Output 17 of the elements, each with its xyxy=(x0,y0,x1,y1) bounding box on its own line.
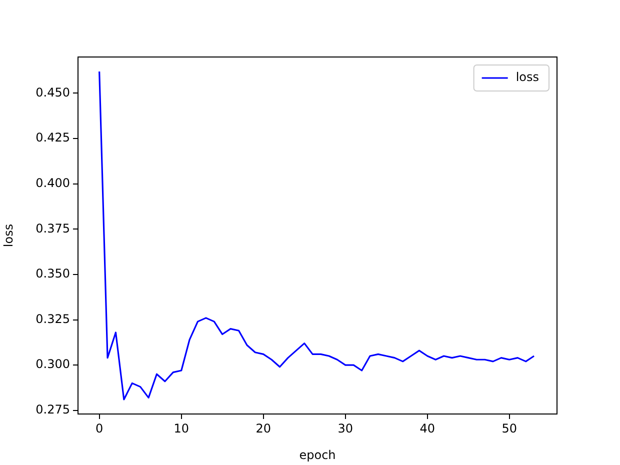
x-axis-title: epoch xyxy=(299,448,336,462)
x-tick-label: 10 xyxy=(174,421,189,436)
y-tick-label: 0.375 xyxy=(36,221,70,236)
y-tick-label: 0.350 xyxy=(36,266,70,281)
y-tick-label: 0.450 xyxy=(36,85,70,100)
x-tick-label: 30 xyxy=(338,421,354,436)
x-tick-label: 20 xyxy=(256,421,272,436)
y-tick-label: 0.325 xyxy=(36,312,70,326)
legend-label: loss xyxy=(516,70,540,84)
y-axis-title: loss xyxy=(1,224,16,248)
y-tick-label: 0.300 xyxy=(36,357,70,372)
x-tick-label: 40 xyxy=(420,421,436,436)
y-tick-label: 0.400 xyxy=(36,176,70,190)
x-tick-label: 0 xyxy=(96,421,104,436)
x-tick-label: 50 xyxy=(502,421,518,436)
y-tick-label: 0.275 xyxy=(36,402,70,416)
y-tick-label: 0.425 xyxy=(36,130,70,145)
